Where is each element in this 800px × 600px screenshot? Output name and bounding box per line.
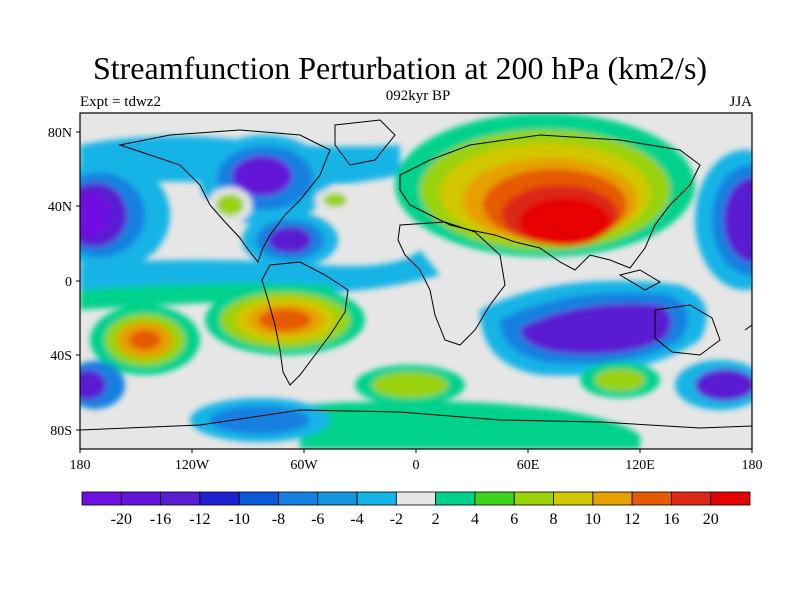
experiment-label: Expt = tdwz2: [80, 94, 161, 110]
colorbar-label: 6: [510, 511, 518, 528]
colorbar-label: -8: [272, 511, 285, 528]
lon-tick-60e: 60E: [517, 458, 540, 473]
colorbar-swatch: [238, 491, 279, 506]
colorbar-swatch: [631, 491, 672, 506]
colorbar-label: -12: [189, 511, 210, 528]
colorbar-swatch: [553, 491, 594, 506]
colorbar-label: -4: [350, 511, 363, 528]
lon-tick-180w: 180: [70, 458, 91, 473]
lat-tick-0: 0: [65, 275, 72, 290]
colorbar-swatch: [513, 491, 554, 506]
colorbar-swatch: [671, 491, 712, 506]
colorbar-label: 4: [471, 511, 479, 528]
colorbar-label: 12: [624, 511, 640, 528]
colorbar-label: -2: [390, 511, 403, 528]
lon-tick-180e: 180: [742, 458, 763, 473]
colorbar-swatch: [120, 491, 161, 506]
colorbar-label: 20: [703, 511, 719, 528]
colorbar-label: 10: [585, 511, 601, 528]
lat-axis: 80N 40N 0 40S 80S: [48, 126, 80, 439]
colorbar-swatch: [317, 491, 358, 506]
lon-tick-120e: 120E: [625, 458, 655, 473]
colorbar-swatch: [435, 491, 476, 506]
lon-axis: 180 120W 60W 0 60E 120E 180: [70, 449, 763, 473]
colorbar-label: -10: [229, 511, 250, 528]
coastlines: [80, 119, 752, 431]
colorbar-label: -20: [111, 511, 132, 528]
colorbar-swatch: [199, 491, 240, 506]
colorbar-label: 8: [550, 511, 558, 528]
lon-tick-60w: 60W: [290, 458, 318, 473]
colorbar-swatch: [474, 491, 515, 506]
contour-field: [80, 113, 752, 449]
colorbar-label: 16: [663, 511, 679, 528]
lon-tick-120w: 120W: [175, 458, 210, 473]
colorbar-swatch: [81, 491, 122, 506]
colorbar-labels: -20 -16 -12 -10 -8 -6 -4 -2 2 4 6 8 10 12 16 20: [111, 511, 719, 528]
colorbar-swatch: [278, 491, 319, 506]
colorbar-label: 2: [432, 511, 440, 528]
colorbar-label: -16: [150, 511, 171, 528]
colorbar-swatch: [395, 491, 437, 506]
colorbar-swatch: [592, 491, 633, 506]
chart-title: Streamfunction Perturbation at 200 hPa (…: [92, 50, 708, 86]
colorbar-swatch: [160, 491, 201, 506]
colorbar: [81, 491, 751, 506]
lat-tick-40n: 40N: [48, 200, 72, 215]
lon-tick-0: 0: [413, 458, 420, 473]
lat-tick-80n: 80N: [48, 126, 72, 141]
colorbar-swatch: [710, 491, 751, 506]
lat-tick-80s: 80S: [50, 424, 72, 439]
lat-tick-40s: 40S: [50, 349, 72, 364]
season-label: JJA: [729, 94, 752, 110]
colorbar-label: -6: [311, 511, 324, 528]
period-label: 092kyr BP: [385, 88, 451, 104]
colorbar-swatch: [356, 491, 397, 506]
